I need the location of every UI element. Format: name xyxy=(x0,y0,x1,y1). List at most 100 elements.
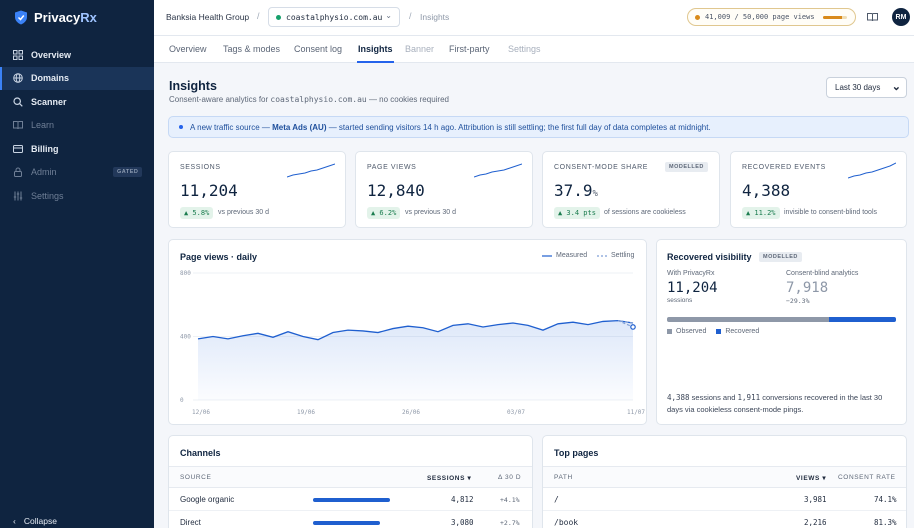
y-tick-label: 800 xyxy=(180,270,191,277)
brand-logo[interactable]: PrivacyRx xyxy=(14,10,97,25)
chevron-down-icon: ⌄ xyxy=(385,11,392,20)
col-views[interactable]: VIEWS ▾ xyxy=(796,475,827,482)
y-tick-label: 0 xyxy=(180,397,184,404)
grid-icon xyxy=(13,49,23,60)
sidebar-nav: Overview Domains Scanner Learn Billing A… xyxy=(0,43,154,208)
page-view-quota[interactable]: 41,009 / 50,000 page views xyxy=(687,8,856,26)
recovered-summary: 4,388 sessions and 1,911 conversions rec… xyxy=(667,392,897,415)
docs-book-icon[interactable] xyxy=(867,12,878,22)
stat-sub: −29.3% xyxy=(786,297,810,305)
col-path[interactable]: PATH xyxy=(554,474,573,481)
legend-label: Recovered xyxy=(725,328,760,335)
domain-select[interactable]: coastalphysio.com.au ⌄ xyxy=(268,7,400,27)
row-share-bar xyxy=(313,521,380,525)
tab-banner[interactable]: Banner xyxy=(405,44,435,54)
tab-overview[interactable]: Overview xyxy=(169,44,207,54)
row-delta: +2.7% xyxy=(500,519,520,527)
chart-legend-measured: Measured xyxy=(542,252,587,259)
kpi-delta: ▲ 3.4 pts xyxy=(554,207,600,219)
top-pages-title: Top pages xyxy=(554,448,599,458)
recovered-visibility-card: Recovered visibility MODELLED With Priva… xyxy=(656,239,907,425)
row-source: Direct xyxy=(180,518,201,527)
banner-pre: A new traffic source — xyxy=(190,122,273,132)
channels-card: Channels SOURCE SESSIONS ▾ Δ 30 D Google… xyxy=(168,435,533,528)
recovered-swatch-icon xyxy=(716,328,722,334)
kpi-number: 4,388 xyxy=(742,181,791,200)
sidebar-item-learn[interactable]: Learn xyxy=(0,114,154,138)
sidebar-item-billing[interactable]: Billing xyxy=(0,137,154,161)
legend-label: Settling xyxy=(611,252,635,259)
x-tick-label: 03/07 xyxy=(507,409,525,416)
legend-solid-line-icon xyxy=(542,254,552,257)
tab-tags-modes[interactable]: Tags & modes xyxy=(223,44,281,54)
row-rate: 81.3% xyxy=(874,518,897,527)
table-row[interactable]: Google organic 4,812 +4.1% xyxy=(169,488,532,511)
sidebar-item-label: Overview xyxy=(31,49,72,60)
tab-consent-log[interactable]: Consent log xyxy=(294,44,343,54)
col-sessions[interactable]: SESSIONS ▾ xyxy=(427,475,472,482)
quota-text: 41,009 / 50,000 page views xyxy=(705,13,815,21)
stat-label: Consent-blind analytics xyxy=(786,270,859,277)
channels-header: SOURCE SESSIONS ▾ Δ 30 D xyxy=(169,466,532,488)
kpi-label: CONSENT-MODE SHARE xyxy=(554,164,649,171)
info-banner: A new traffic source — Meta Ads (AU) — s… xyxy=(168,116,909,138)
collapse-button[interactable]: ‹ Collapse xyxy=(13,516,57,526)
chevron-down-icon: ⌄ xyxy=(891,81,901,93)
tab-settings[interactable]: Settings xyxy=(508,44,541,54)
tab-first-party[interactable]: First-party xyxy=(449,44,490,54)
row-views: 2,216 xyxy=(804,518,827,527)
sidebar-item-label: Billing xyxy=(31,143,59,154)
page-views-chart: 800 400 0 12/06 19/06 26/06 03/07 11/07 xyxy=(180,270,645,416)
chart-legend-settling: Settling xyxy=(597,252,634,259)
table-row[interactable]: Direct 3,080 +2.7% xyxy=(169,511,532,528)
kpi-label: RECOVERED EVENTS xyxy=(742,164,826,171)
row-share-bar xyxy=(313,498,391,502)
sidebar-item-admin[interactable]: Admin GATED xyxy=(0,161,154,185)
main-content: Insights Consent-aware analytics for coa… xyxy=(154,63,914,528)
table-row[interactable]: / 3,981 74.1% xyxy=(543,488,906,511)
sliders-icon xyxy=(13,191,23,201)
top-pages-header: PATH VIEWS ▾ CONSENT RATE xyxy=(543,466,906,488)
kpi-label: PAGE VIEWS xyxy=(367,164,417,171)
date-range-select[interactable]: Last 30 days ⌄ xyxy=(826,77,907,98)
modelled-badge: MODELLED xyxy=(665,162,708,172)
sidebar-item-scanner[interactable]: Scanner xyxy=(0,90,154,114)
sparkline-icon xyxy=(848,162,896,179)
search-icon xyxy=(13,97,23,107)
col-delta[interactable]: Δ 30 D xyxy=(498,474,522,481)
tab-insights[interactable]: Insights xyxy=(357,44,394,63)
sparkline-icon xyxy=(287,163,335,178)
avatar[interactable]: RM xyxy=(892,8,910,26)
row-sessions: 3,080 xyxy=(451,518,474,527)
table-row[interactable]: /book 2,216 81.3% xyxy=(543,511,906,528)
kpi-card-sessions: SESSIONS 11,204 ▲ 5.8% vs previous 30 d xyxy=(168,151,346,228)
gated-badge: GATED xyxy=(113,167,143,178)
quota-bar-fill xyxy=(822,15,843,19)
with-privacyrx-stat: With PrivacyRx 11,204 sessions xyxy=(667,270,718,304)
banner-post: — started sending visitors 14 h ago. Att… xyxy=(326,122,711,132)
top-pages-card: Top pages PATH VIEWS ▾ CONSENT RATE / 3,… xyxy=(542,435,907,528)
sidebar-item-domains[interactable]: Domains xyxy=(0,66,154,90)
sparkline-icon xyxy=(474,163,522,178)
recovered-title: Recovered visibility xyxy=(667,252,752,262)
breadcrumb-org[interactable]: Banksia Health Group xyxy=(166,12,250,22)
row-rate: 74.1% xyxy=(874,495,897,504)
sidebar-item-settings[interactable]: Settings xyxy=(0,184,154,208)
kpi-unit: % xyxy=(592,189,598,199)
row-path: / xyxy=(554,495,559,504)
col-consent-rate[interactable]: CONSENT RATE xyxy=(838,474,896,481)
subtitle-domain: coastalphysio.com.au xyxy=(270,95,367,104)
kpi-delta: ▲ 5.8% xyxy=(180,207,214,219)
sidebar-item-overview[interactable]: Overview xyxy=(0,43,154,67)
shield-logo-icon xyxy=(15,10,27,25)
recovered-segment xyxy=(828,317,896,322)
stat-value: 7,918 xyxy=(786,280,829,296)
col-source[interactable]: SOURCE xyxy=(180,474,212,481)
channels-title: Channels xyxy=(180,448,221,458)
page-views-chart-card: Page views · daily Measured Settling 800… xyxy=(168,239,647,425)
data-point-settling xyxy=(630,324,636,330)
kpi-value: 37.9% xyxy=(554,181,598,200)
series-line-settling xyxy=(617,320,634,328)
breadcrumb-page: Insights xyxy=(420,12,450,22)
brand-name-a: Privacy xyxy=(34,10,81,25)
